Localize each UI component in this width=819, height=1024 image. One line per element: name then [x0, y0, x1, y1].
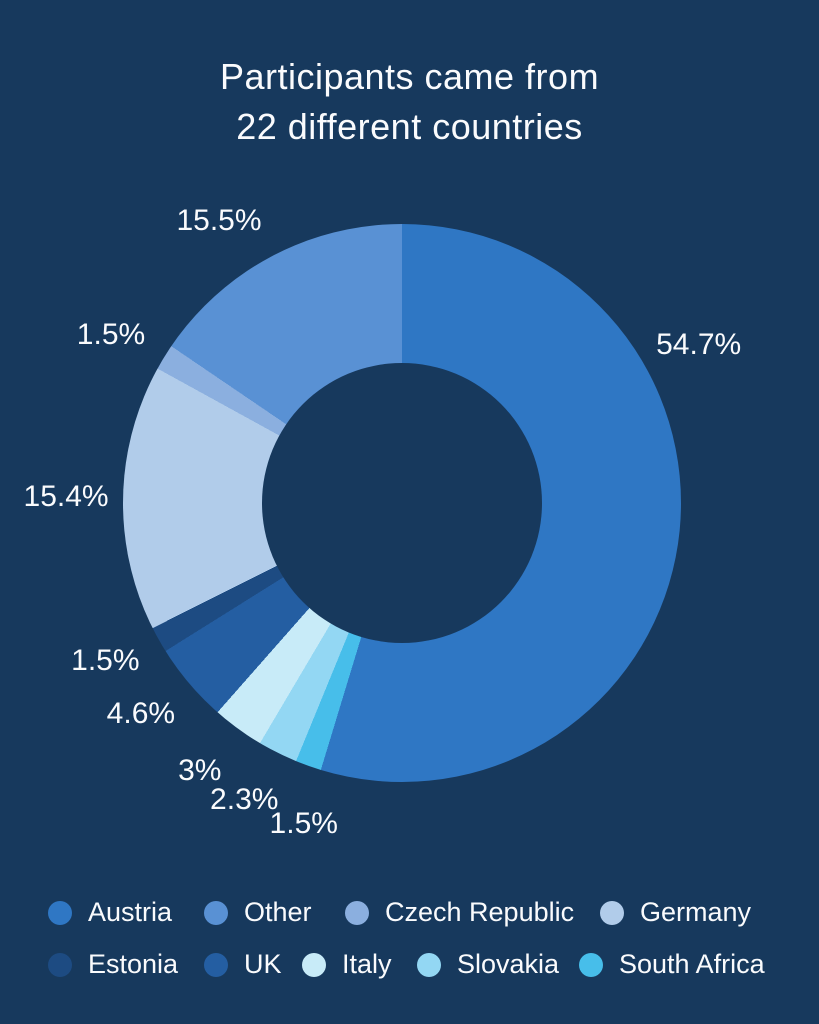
percent-label-germany: 15.4% — [23, 480, 109, 514]
legend-swatch-other-icon — [204, 900, 228, 925]
chart-title-line1: Participants came from — [219, 56, 600, 97]
legend-swatch-south-africa-icon — [579, 952, 603, 977]
legend-label-italy: Italy — [342, 949, 392, 979]
legend-swatch-uk-icon — [204, 952, 228, 977]
legend-label-germany: Germany — [640, 897, 752, 927]
legend-label-estonia: Estonia — [88, 949, 179, 979]
percent-label-italy: 3% — [178, 754, 222, 788]
legend-item-czech-republic: Czech Republic — [345, 897, 574, 928]
percent-label-south-africa: 1.5% — [269, 807, 338, 841]
legend-swatch-italy-icon — [302, 952, 326, 977]
donut-hole — [262, 363, 542, 643]
legend-item-other: Other — [204, 897, 312, 928]
percent-label-slovakia: 2.3% — [210, 782, 279, 816]
legend-label-slovakia: Slovakia — [457, 949, 560, 979]
legend-item-germany: Germany — [600, 897, 751, 928]
percent-label-czech-republic: 1.5% — [76, 318, 146, 351]
legend-label-uk: UK — [244, 949, 282, 979]
legend-item-italy: Italy — [302, 949, 392, 980]
legend-label-south-africa: South Africa — [619, 949, 765, 979]
legend-label-other: Other — [244, 897, 312, 927]
legend-swatch-estonia-icon — [48, 952, 72, 977]
legend-item-estonia: Estonia — [48, 949, 178, 980]
legend-label-czech-republic: Czech Republic — [385, 897, 575, 927]
legend-item-austria: Austria — [48, 897, 172, 928]
percent-label-other: 15.5% — [176, 204, 262, 238]
legend-item-uk: UK — [204, 949, 282, 980]
legend-item-slovakia: Slovakia — [417, 949, 559, 980]
legend-swatch-austria-icon — [48, 900, 72, 925]
percent-label-estonia: 1.5% — [71, 643, 140, 677]
legend-swatch-slovakia-icon — [417, 952, 441, 977]
legend-label-austria: Austria — [88, 897, 173, 927]
legend-swatch-czech-republic-icon — [345, 900, 369, 925]
percent-label-uk: 4.6% — [106, 697, 176, 731]
percent-label-austria: 54.7% — [656, 328, 742, 362]
chart-title-line2: 22 different countries — [236, 106, 583, 147]
legend-item-south-africa: South Africa — [579, 949, 765, 980]
legend-swatch-germany-icon — [600, 900, 624, 925]
chart-title: Participants came from 22 different coun… — [0, 52, 819, 152]
